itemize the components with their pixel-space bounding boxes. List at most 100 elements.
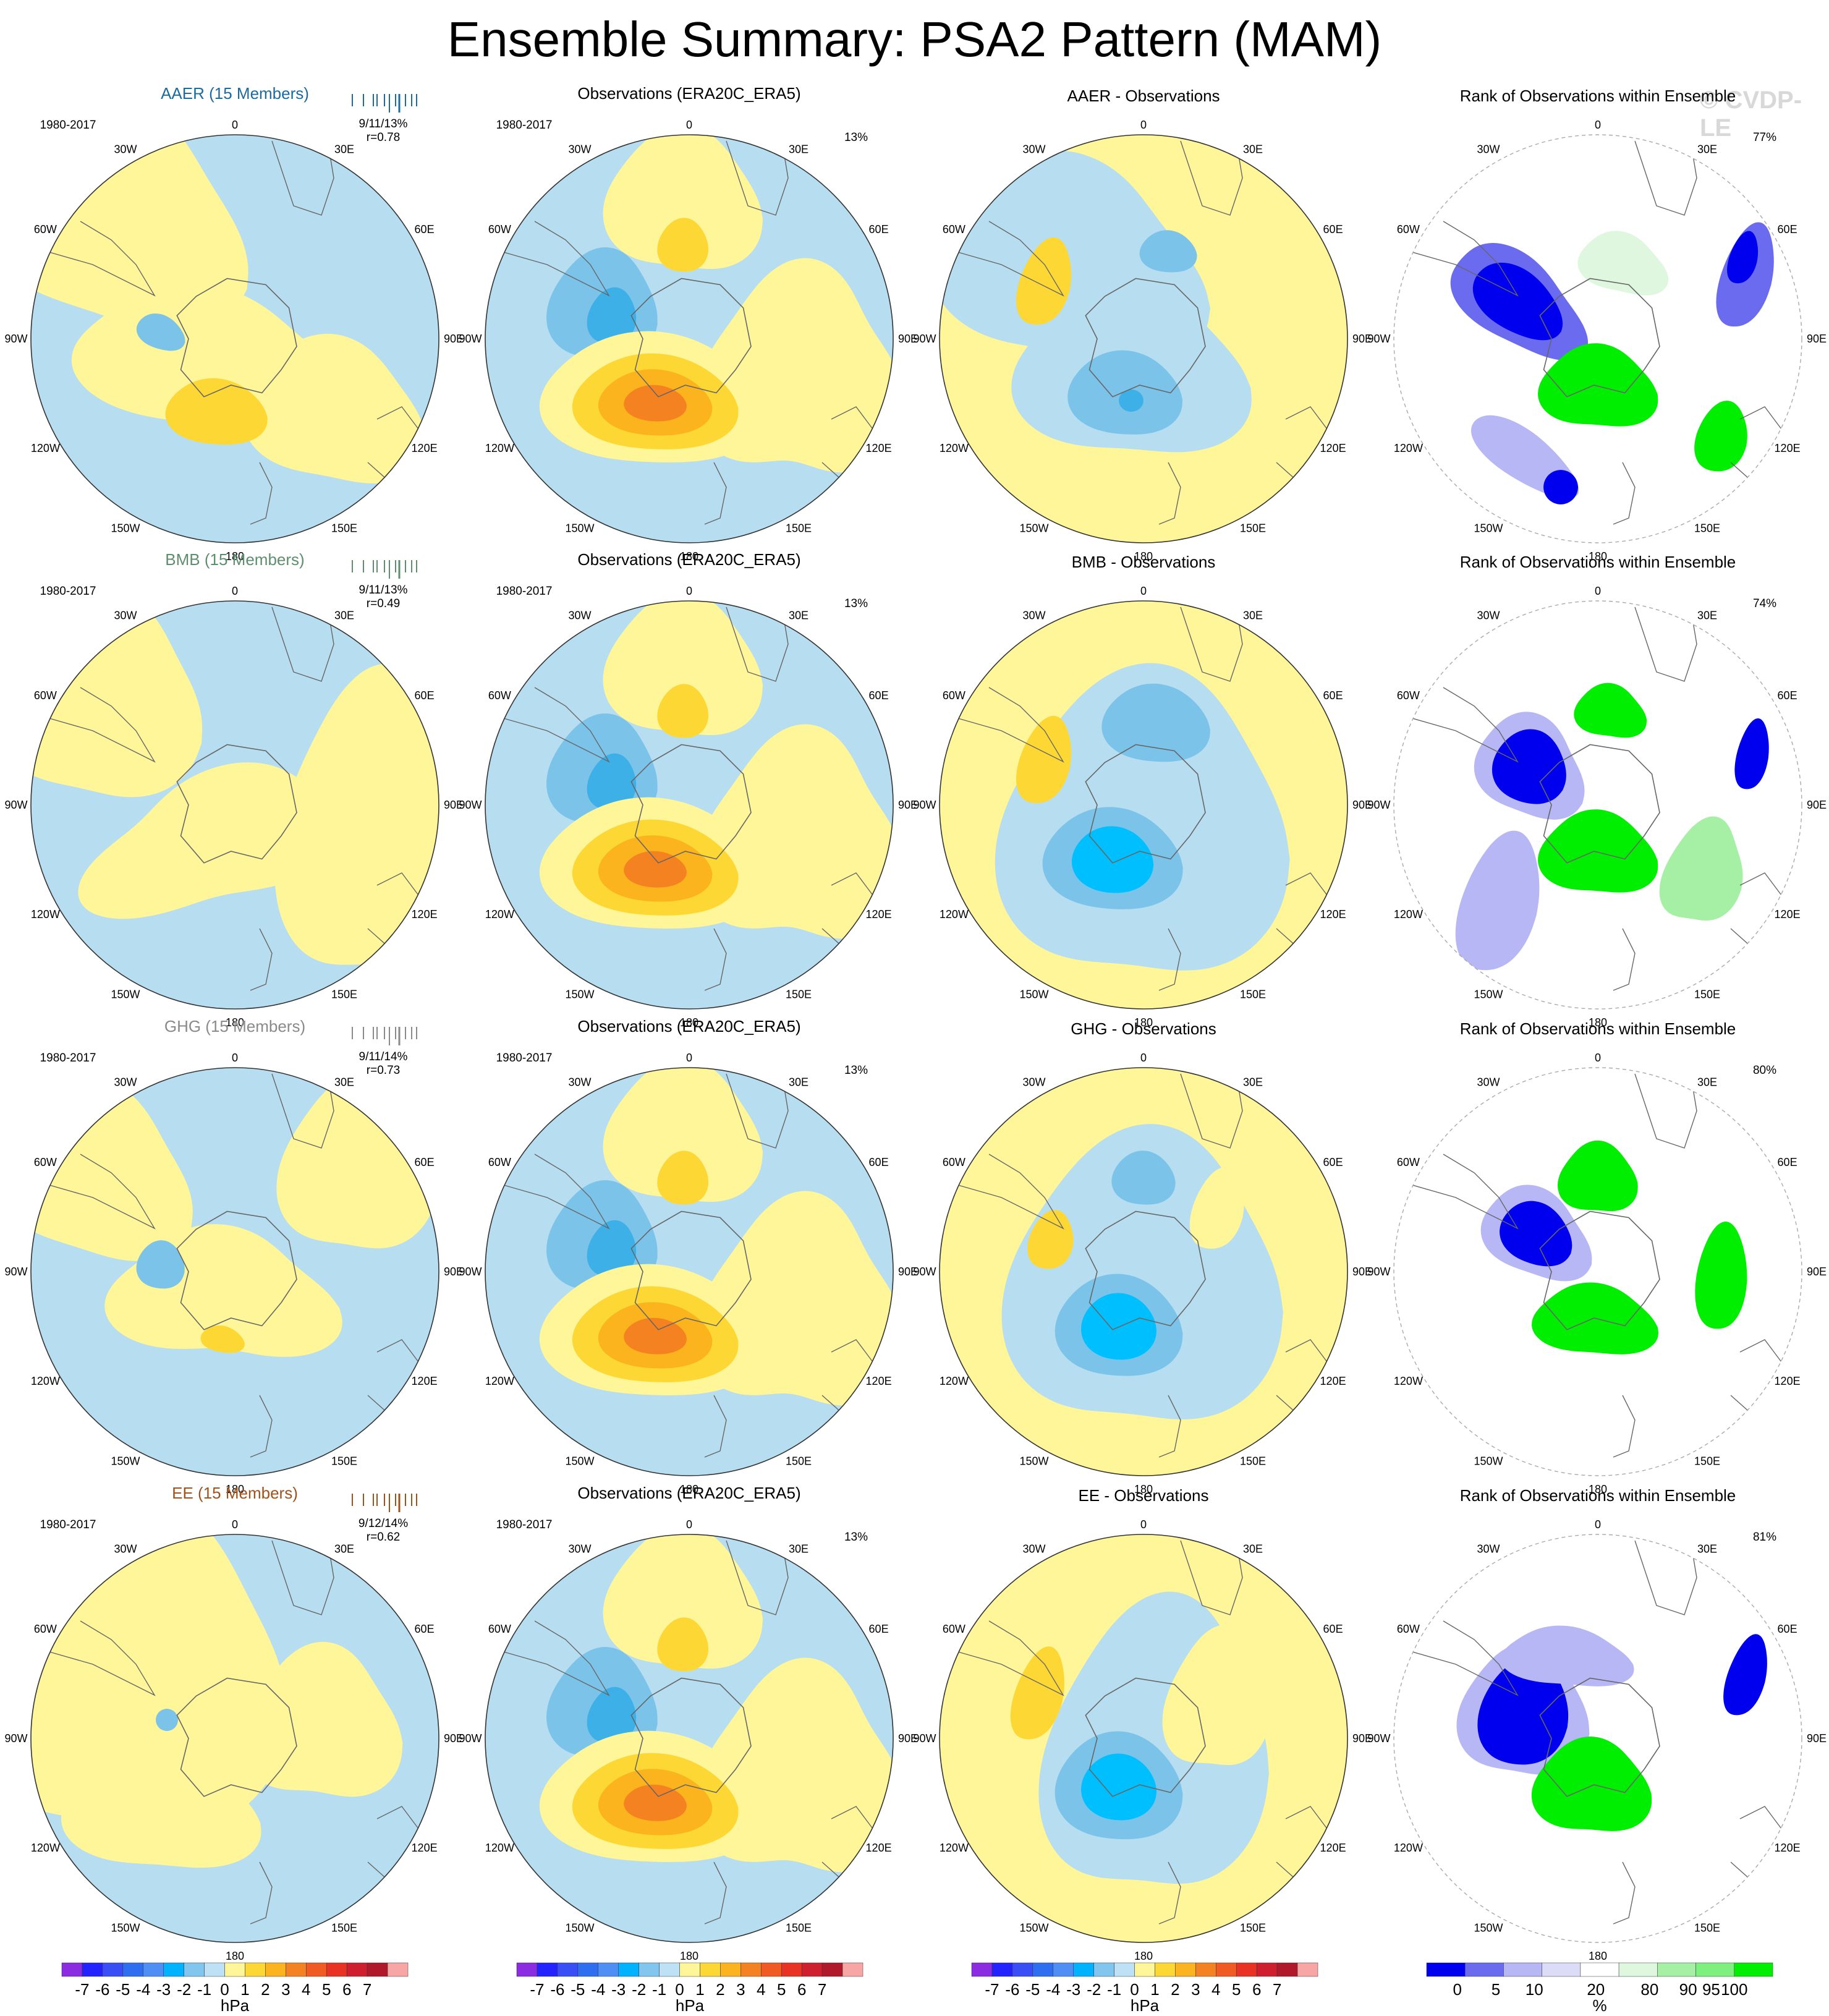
lon-label: 150W — [111, 989, 140, 1001]
new-zealand-coastline — [1613, 928, 1636, 991]
lon-label: 120E — [866, 442, 892, 454]
contour-region — [1139, 230, 1197, 273]
colorbar-tick: 0 — [1453, 1980, 1462, 1999]
lon-label: 150E — [786, 522, 812, 535]
colorbar-tick: 5 — [322, 1980, 331, 1999]
contour-region — [603, 1534, 763, 1669]
colorbar-swatch — [577, 1962, 599, 1977]
lon-label: 30W — [114, 1542, 137, 1555]
lon-label: 120W — [940, 1375, 969, 1387]
lon-label: 90E — [898, 333, 918, 345]
observations-title: Observations (ERA20C_ERA5) — [577, 550, 800, 569]
lon-label: 30E — [789, 143, 808, 155]
lon-label: 150E — [1694, 989, 1720, 1001]
colorbar-swatch — [761, 1962, 782, 1977]
colorbar-swatch — [1464, 1962, 1504, 1977]
lon-label: 90W — [4, 1265, 27, 1278]
lon-label: 120E — [1775, 1375, 1801, 1387]
new-zealand-coastline — [250, 1861, 273, 1925]
lon-label: 0 — [686, 1518, 692, 1531]
lon-label: 90E — [1807, 799, 1827, 811]
colorbar-swatch — [1657, 1962, 1696, 1977]
lon-label: 150W — [1474, 1455, 1503, 1468]
difference-title: BMB - Observations — [1072, 553, 1216, 571]
africa-coastline — [1634, 1073, 1697, 1149]
colorbar-swatch — [1276, 1962, 1298, 1977]
rank-title: Rank of Observations within Ensemble — [1460, 553, 1736, 571]
lon-label: 180 — [1134, 1483, 1153, 1495]
colorbar-tick: -1 — [1107, 1980, 1121, 1999]
lon-label: 90E — [1352, 333, 1372, 345]
contour-region — [603, 1068, 763, 1202]
pattern-correlation: r=0.78 — [367, 131, 400, 144]
antarctica-coastline — [176, 1677, 297, 1797]
africa-coastline — [1634, 606, 1697, 682]
antarctica-coastline — [176, 744, 297, 864]
lon-label: 60W — [34, 1623, 57, 1635]
south-america-coastline — [503, 1620, 610, 1696]
new-zealand-coastline — [1158, 1861, 1181, 1925]
colorbar-tick: 10 — [1526, 1980, 1543, 1999]
lon-label: 90E — [1807, 1265, 1827, 1278]
contour-region — [156, 1709, 178, 1731]
map-field — [1394, 135, 1802, 543]
contour-region — [624, 1317, 687, 1355]
lon-label: 30E — [1243, 1076, 1263, 1088]
period-label: 1980-2017 — [496, 585, 553, 598]
contour-region — [165, 378, 268, 445]
lon-label: 60W — [1397, 1623, 1420, 1635]
map-boundary — [485, 1534, 894, 1943]
lon-label: 30E — [789, 1076, 808, 1088]
map-field — [485, 1534, 893, 1942]
map-boundary — [939, 1534, 1348, 1943]
south-america-coastline — [957, 221, 1064, 297]
colorbar-tick: 6 — [1252, 1980, 1261, 1999]
contour-region — [1162, 1625, 1271, 1766]
colorbar-swatch — [598, 1962, 619, 1977]
main-title: Ensemble Summary: PSA2 Pattern (MAM) — [447, 12, 1382, 67]
colorbar-tick: 7 — [1273, 1980, 1281, 1999]
lon-label: 30W — [1477, 1542, 1500, 1555]
lon-label: 0 — [232, 1518, 238, 1531]
antarctica-coastline — [630, 1210, 752, 1330]
lon-label: 120W — [31, 1375, 60, 1387]
colorbar-tick: -7 — [530, 1980, 544, 1999]
lon-label: 150E — [1694, 1922, 1720, 1934]
lon-label: 90W — [459, 1732, 482, 1745]
lon-label: 30W — [568, 1542, 591, 1555]
africa-coastline — [1180, 1073, 1243, 1149]
colorbar-swatch — [61, 1962, 83, 1977]
colorbar-swatch — [265, 1962, 286, 1977]
colorbar-tick: -3 — [156, 1980, 171, 1999]
antarctica-coastline — [1539, 744, 1660, 864]
antarctica-coastline — [1085, 278, 1206, 398]
map-panel: 0 30E 60E 90E 120E 150E 180 150W 120W 90W 60W 30W — [1367, 585, 1827, 1029]
period-label: 1980-2017 — [496, 1052, 553, 1065]
new-zealand-coastline — [1158, 928, 1181, 991]
colorbar-swatch — [971, 1962, 993, 1977]
lon-label: 150W — [111, 522, 140, 535]
colorbar-swatch — [1093, 1962, 1114, 1977]
colorbar-tick: 100 — [1721, 1980, 1747, 1999]
lon-label: 120E — [866, 908, 892, 921]
colorbar-tick: -6 — [95, 1980, 109, 1999]
lon-label: 120E — [1775, 442, 1801, 454]
lon-label: 90E — [1352, 1265, 1372, 1278]
africa-coastline — [271, 606, 334, 682]
colorbar-swatch — [639, 1962, 660, 1977]
lon-label: 30W — [568, 609, 591, 621]
colorbar-swatch — [82, 1962, 103, 1977]
contour-region — [587, 1220, 637, 1277]
antarctica-coastline — [1085, 1210, 1206, 1330]
lon-label: 150E — [331, 1922, 357, 1934]
map-boundary — [485, 134, 894, 543]
colorbar-swatch — [1236, 1962, 1257, 1977]
lon-label: 60W — [943, 1623, 965, 1635]
colorbar-label: hPa — [676, 1996, 705, 2015]
lon-label: 30W — [1022, 1542, 1045, 1555]
map-panel: 0 30E 60E 90E 120E 150E 180 150W 120W 90W 60W 30W — [4, 119, 464, 563]
lon-label: 120W — [31, 1842, 60, 1854]
contour-region — [657, 1617, 709, 1672]
colorbar-tick: 0 — [220, 1980, 229, 1999]
rank-region — [1477, 1657, 1569, 1765]
